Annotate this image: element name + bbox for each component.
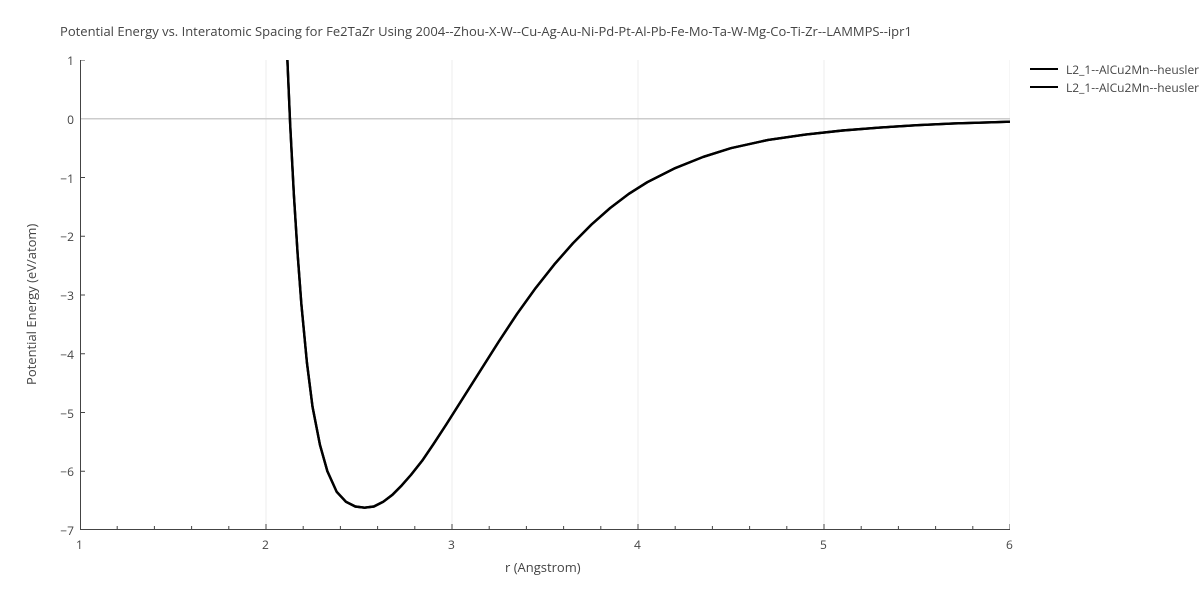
y-tick-label: −3 (60, 287, 74, 304)
y-tick-label: 1 (67, 52, 74, 69)
x-tick-label: 3 (448, 536, 455, 553)
y-tick-label: −4 (60, 346, 74, 363)
x-tick-label: 6 (1006, 536, 1013, 553)
legend-swatch-line (1030, 68, 1058, 70)
y-tick-label: −7 (60, 522, 74, 539)
x-tick-label: 1 (76, 536, 83, 553)
y-tick-label: −1 (60, 170, 74, 187)
y-tick-label: −6 (60, 463, 74, 480)
y-tick-label: −5 (60, 405, 74, 422)
x-tick-label: 5 (820, 536, 827, 553)
y-tick-label: 0 (67, 111, 74, 128)
x-tick-label: 2 (262, 536, 269, 553)
y-tick-label: −2 (60, 228, 74, 245)
legend-label: L2_1--AlCu2Mn--heusler (1066, 79, 1199, 96)
plot-area[interactable] (80, 60, 1010, 530)
chart-title: Potential Energy vs. Interatomic Spacing… (60, 22, 912, 40)
legend-label: L2_1--AlCu2Mn--heusler (1066, 61, 1199, 78)
legend-swatch-line (1030, 86, 1058, 88)
legend-item[interactable]: L2_1--AlCu2Mn--heusler (1030, 78, 1199, 96)
legend-item[interactable]: L2_1--AlCu2Mn--heusler (1030, 60, 1199, 78)
x-tick-label: 4 (634, 536, 641, 553)
y-axis-label: Potential Energy (eV/atom) (22, 224, 40, 385)
legend[interactable]: L2_1--AlCu2Mn--heuslerL2_1--AlCu2Mn--heu… (1030, 60, 1199, 96)
x-axis-label: r (Angstrom) (505, 558, 581, 576)
chart-container: Potential Energy vs. Interatomic Spacing… (0, 0, 1200, 600)
